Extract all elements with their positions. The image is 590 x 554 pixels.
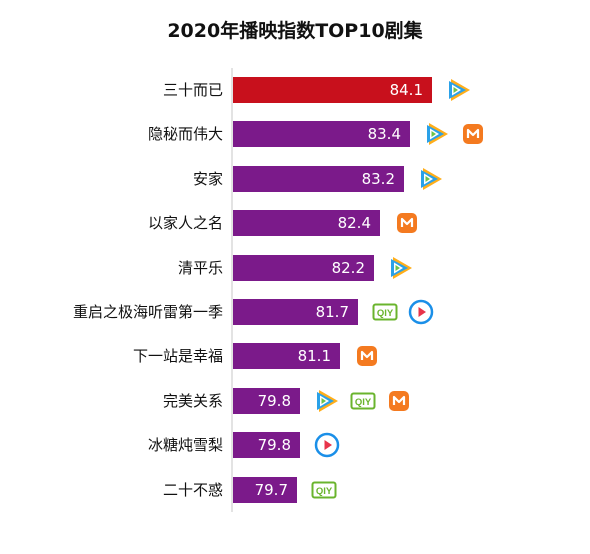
platform-icons: QIY	[313, 387, 421, 415]
youku-icon	[314, 432, 340, 458]
mango-tv-icon	[357, 346, 377, 367]
bar: 83.2	[233, 165, 404, 192]
platform-icons	[423, 120, 495, 148]
category-label: 隐秘而伟大	[147, 125, 223, 144]
bar-row: 清平乐 82.2	[0, 246, 590, 290]
category-label: 安家	[192, 169, 223, 188]
category-axis-line	[231, 68, 233, 512]
bar-row: 三十而已 84.1	[0, 68, 590, 112]
bar-value-label: 79.8	[257, 391, 291, 410]
iqiyi-logo-text: QIY	[355, 397, 372, 408]
bar: 79.7	[233, 476, 297, 503]
bar: 84.1	[233, 77, 432, 103]
bar-value-label: 83.4	[367, 125, 401, 144]
bar-value-label: 81.1	[297, 347, 331, 366]
bar: 81.1	[233, 343, 340, 370]
bar-row: 隐秘而伟大 83.4	[0, 112, 590, 156]
bar: 82.4	[233, 210, 380, 237]
platform-icons	[445, 76, 481, 104]
bar: 79.8	[233, 432, 300, 459]
iqiyi-icon: QIY	[350, 392, 376, 410]
iqiyi-icon: QIY	[311, 481, 337, 499]
platform-icons	[417, 165, 453, 193]
tencent-video-icon	[427, 123, 448, 146]
platform-icons: QIY	[310, 476, 346, 504]
bar: 79.8	[233, 387, 300, 414]
bar-row: 以家人之名 82.4	[0, 201, 590, 245]
category-label: 二十不惑	[162, 480, 223, 499]
bar-value-label: 79.8	[257, 436, 291, 455]
category-label: 清平乐	[177, 258, 223, 277]
bar: 81.7	[233, 299, 358, 325]
category-label: 下一站是幸福	[132, 347, 223, 366]
category-label: 以家人之名	[147, 214, 223, 233]
bar-row: 安家 83.2	[0, 157, 590, 201]
iqiyi-icon: QIY	[372, 303, 398, 321]
bar-row: 二十不惑 79.7 QIY	[0, 468, 590, 512]
category-label: 完美关系	[162, 391, 223, 410]
bar-value-label: 82.4	[337, 214, 371, 233]
bar-row: 重启之极海听雷第一季 81.7 QIY	[0, 290, 590, 334]
bar-row: 下一站是幸福 81.1	[0, 334, 590, 378]
platform-icons	[387, 254, 423, 282]
bar: 82.2	[233, 254, 374, 281]
mango-tv-icon	[463, 124, 483, 145]
youku-icon	[408, 299, 434, 325]
mango-tv-icon	[397, 213, 417, 234]
platform-icons	[313, 431, 349, 459]
bar: 83.4	[233, 121, 410, 148]
category-label: 冰糖炖雪梨	[147, 436, 223, 455]
bar-row: 完美关系 79.8 QIY	[0, 379, 590, 423]
bar-row: 冰糖炖雪梨 79.8	[0, 423, 590, 467]
chart-title: 2020年播映指数TOP10剧集	[167, 20, 423, 42]
tencent-video-icon	[449, 79, 470, 101]
tencent-video-icon	[317, 389, 338, 412]
platform-icons: QIY	[371, 298, 443, 326]
iqiyi-logo-text: QIY	[316, 486, 333, 497]
bar-value-label: 84.1	[389, 81, 423, 99]
bar-value-label: 83.2	[361, 169, 395, 188]
bar-value-label: 81.7	[315, 303, 349, 321]
tencent-video-icon	[421, 167, 442, 190]
mango-tv-icon	[389, 390, 409, 411]
platform-icons	[353, 342, 389, 370]
platform-icons	[393, 209, 429, 237]
category-label: 三十而已	[162, 81, 223, 99]
bar-value-label: 79.7	[254, 480, 288, 499]
iqiyi-logo-text: QIY	[377, 308, 394, 319]
category-label: 重启之极海听雷第一季	[72, 303, 223, 321]
tencent-video-icon	[391, 256, 412, 279]
bar-value-label: 82.2	[331, 258, 365, 277]
